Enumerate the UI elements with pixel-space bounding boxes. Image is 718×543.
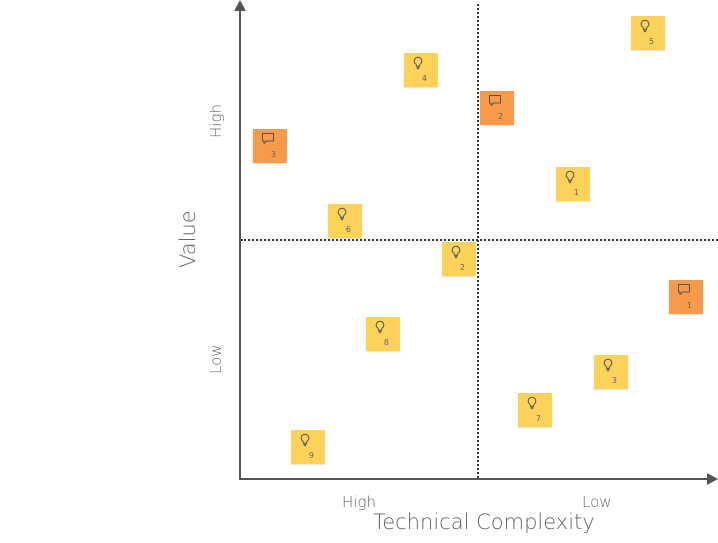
x-axis-title: Technical Complexity	[373, 510, 595, 534]
idea-sticky-note[interactable]: 7	[518, 393, 552, 427]
y-axis-line	[239, 8, 241, 480]
note-number: 8	[383, 338, 389, 347]
note-number: 2	[459, 263, 465, 272]
idea-sticky-note[interactable]: 5	[631, 16, 665, 50]
y-axis-low-label: Low	[207, 344, 225, 374]
note-number: 3	[611, 376, 617, 385]
horizontal-quadrant-divider	[241, 239, 718, 241]
note-number: 6	[345, 225, 351, 234]
note-number: 9	[308, 451, 314, 460]
note-number: 4	[421, 74, 427, 83]
idea-sticky-note[interactable]: 9	[291, 430, 325, 464]
y-axis-arrow-icon	[234, 0, 246, 11]
note-number: 1	[573, 188, 579, 197]
vertical-quadrant-divider	[477, 4, 479, 478]
idea-sticky-note[interactable]: 6	[328, 204, 362, 238]
note-number: 5	[648, 37, 654, 46]
comment-sticky-note[interactable]: 2	[480, 91, 514, 125]
idea-sticky-note[interactable]: 2	[442, 242, 476, 276]
x-axis-low-label: Low	[582, 493, 612, 511]
idea-sticky-note[interactable]: 3	[594, 355, 628, 389]
x-axis-high-label: High	[342, 493, 376, 511]
x-axis-arrow-icon	[707, 473, 718, 485]
note-number: 1	[686, 301, 692, 310]
y-axis-title: Value	[176, 210, 200, 268]
comment-sticky-note[interactable]: 1	[669, 280, 703, 314]
y-axis-high-label: High	[207, 104, 225, 138]
note-number: 3	[270, 150, 276, 159]
x-axis-line	[239, 478, 711, 480]
idea-sticky-note[interactable]: 1	[556, 167, 590, 201]
idea-sticky-note[interactable]: 8	[366, 317, 400, 351]
comment-sticky-note[interactable]: 3	[253, 129, 287, 163]
note-number: 7	[535, 414, 541, 423]
idea-sticky-note[interactable]: 4	[404, 53, 438, 87]
note-number: 2	[497, 112, 503, 121]
